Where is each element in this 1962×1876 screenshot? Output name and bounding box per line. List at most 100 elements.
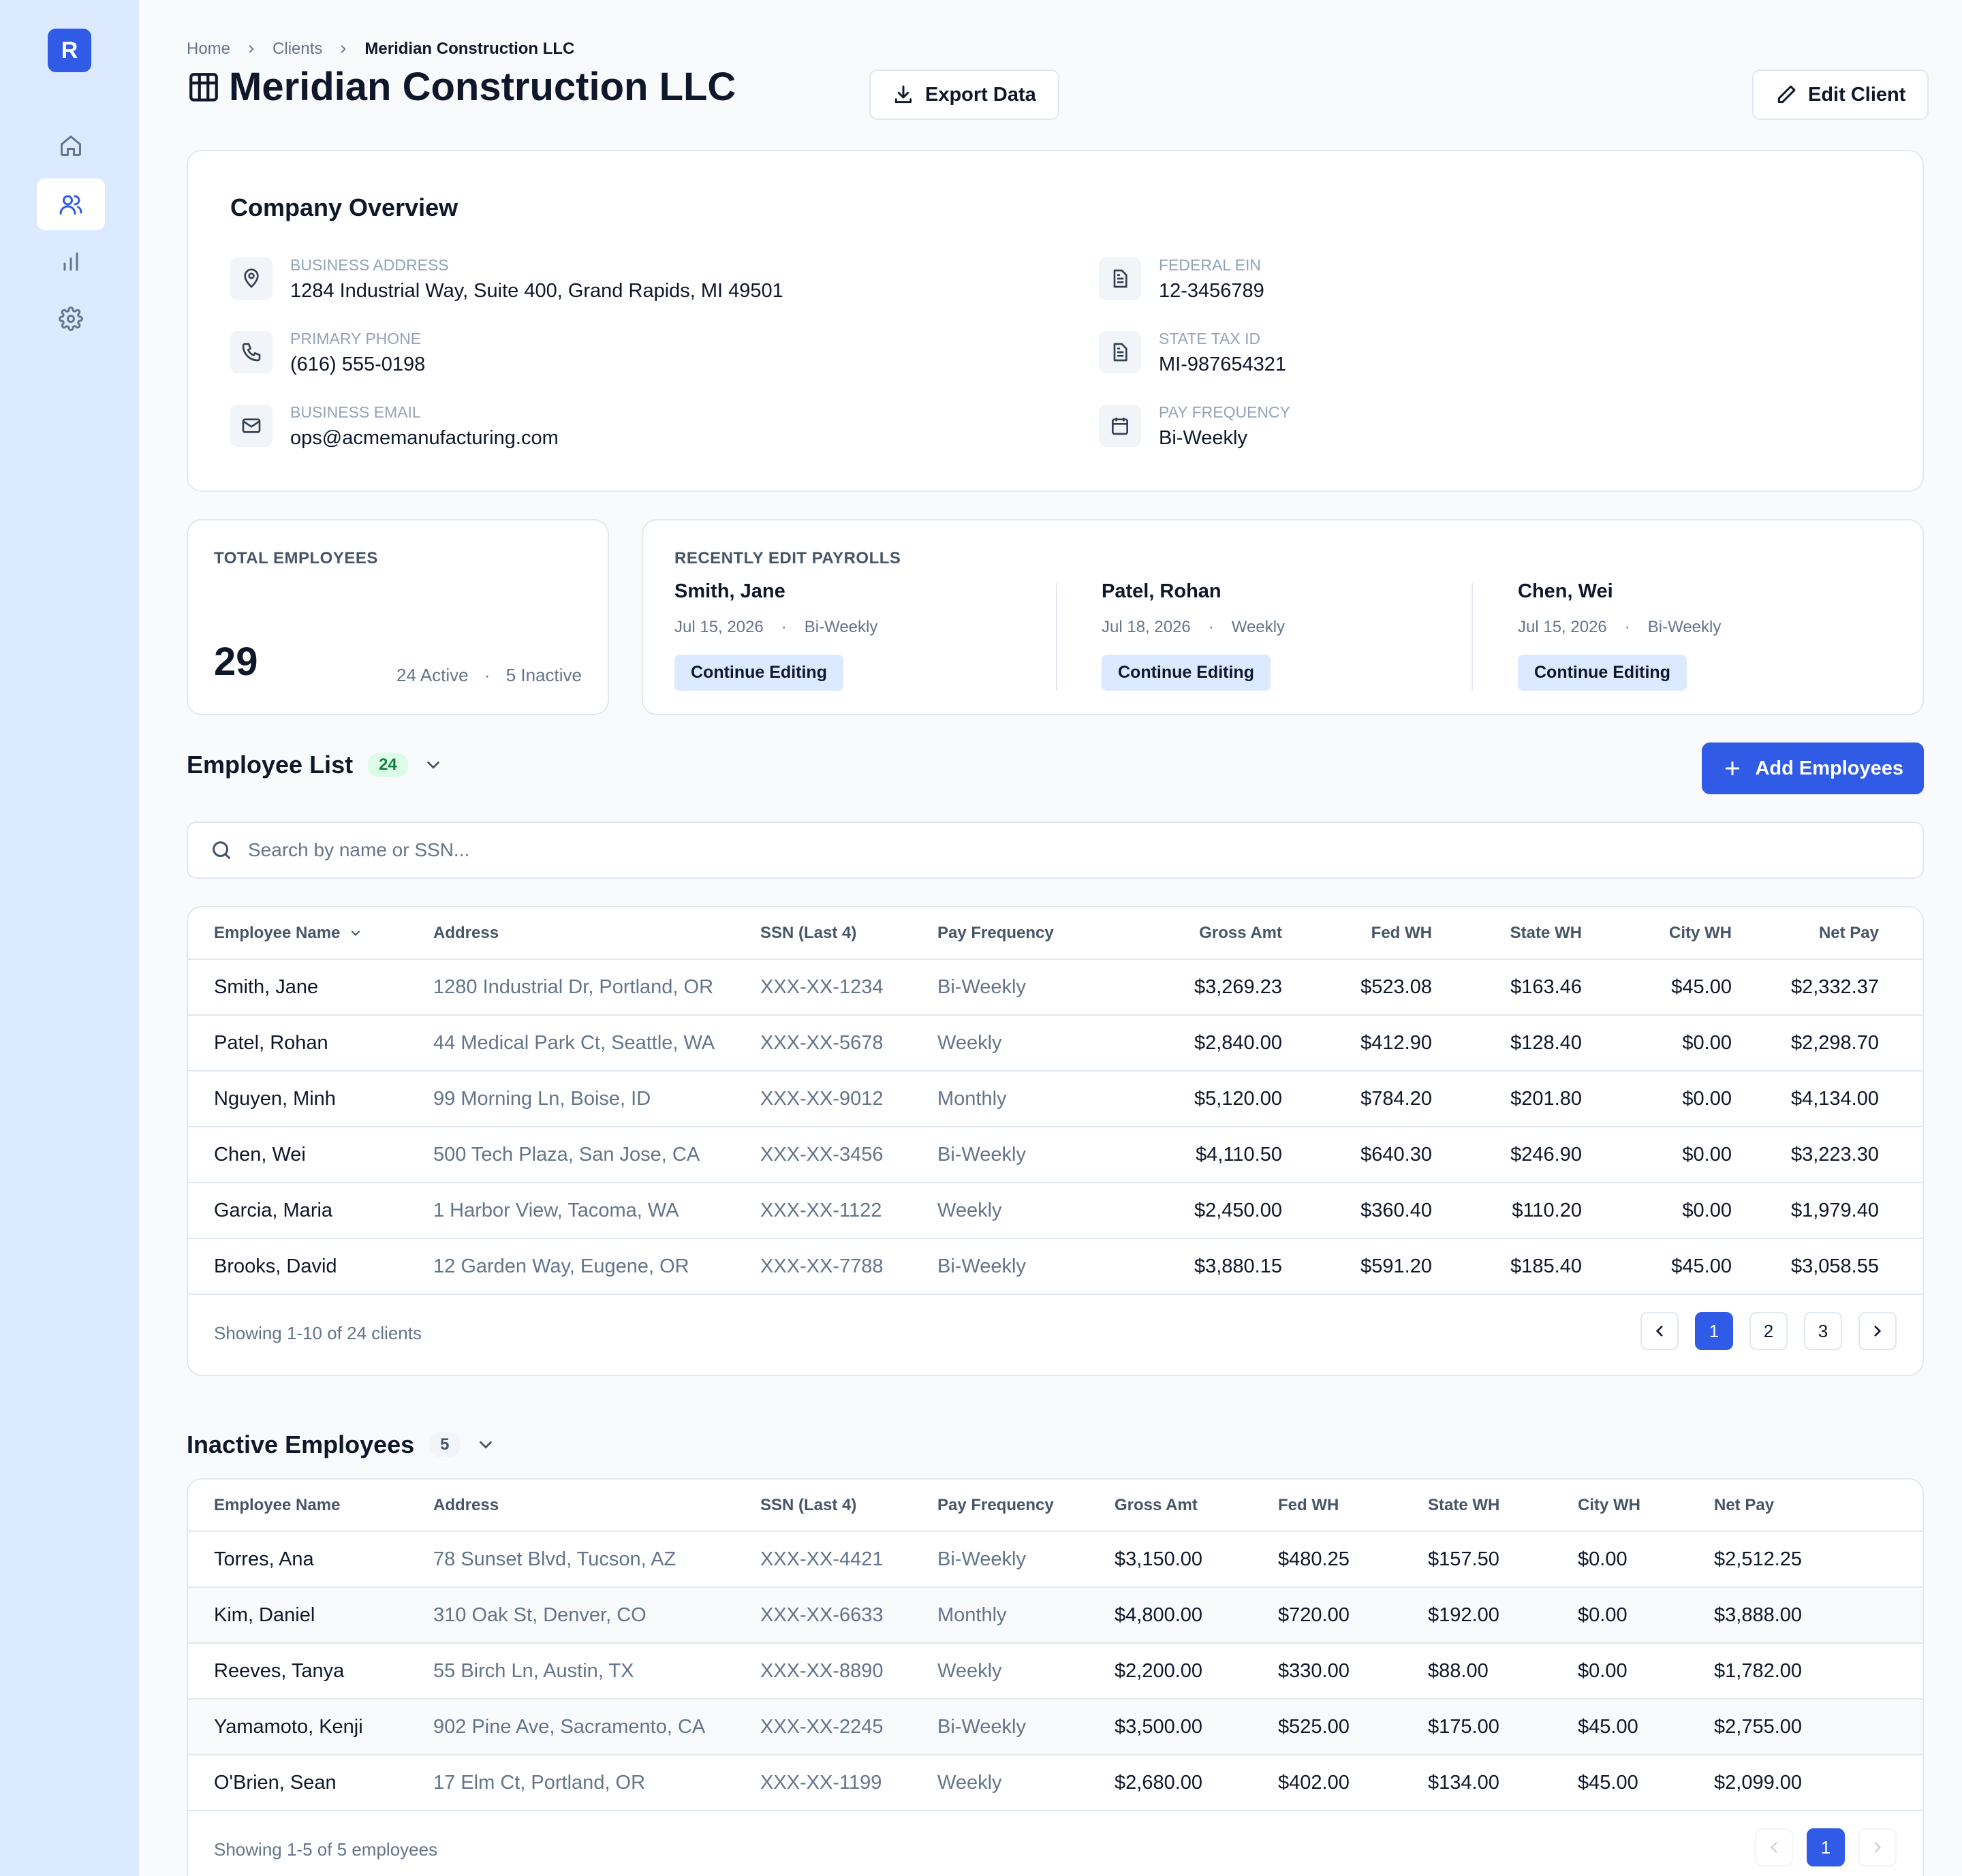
pay-frequency-cell: Weekly bbox=[937, 1643, 1115, 1700]
city-wh-cell: $45.00 bbox=[1578, 1755, 1714, 1811]
recent-payrolls-label: RECENTLY EDIT PAYROLLS bbox=[674, 549, 901, 567]
ssn-cell: XXX-XX-6633 bbox=[760, 1587, 937, 1644]
nav-home[interactable] bbox=[37, 120, 105, 172]
address-cell: 55 Birch Ln, Austin, TX bbox=[433, 1643, 760, 1700]
fed-wh-cell: $330.00 bbox=[1278, 1643, 1428, 1700]
nav-clients[interactable] bbox=[37, 178, 105, 230]
city-wh-cell: $45.00 bbox=[1578, 1699, 1714, 1755]
gross-amount-cell: $4,110.50 bbox=[1115, 1127, 1282, 1183]
table-row[interactable]: Chen, Wei 500 Tech Plaza, San Jose, CA XXX… bbox=[188, 1127, 1922, 1183]
column-header: Fed WH bbox=[1282, 907, 1432, 960]
employee-list-toggle[interactable] bbox=[423, 755, 443, 775]
edit-client-button[interactable]: Edit Client bbox=[1752, 69, 1929, 120]
export-data-button[interactable]: Export Data bbox=[869, 69, 1059, 120]
state-wh-cell: $175.00 bbox=[1428, 1699, 1578, 1755]
page-button[interactable]: 1 bbox=[1807, 1828, 1845, 1866]
nav-settings[interactable] bbox=[37, 293, 105, 345]
column-header: Pay Frequency bbox=[937, 1480, 1115, 1532]
table-row[interactable]: Reeves, Tanya 55 Birch Ln, Austin, TX XXX-… bbox=[188, 1643, 1922, 1700]
fed-wh-cell: $525.00 bbox=[1278, 1699, 1428, 1755]
page-button[interactable]: 1 bbox=[1695, 1312, 1733, 1350]
ssn-cell: XXX-XX-1234 bbox=[760, 959, 937, 1016]
chevron-down-icon bbox=[352, 931, 360, 937]
pay-frequency-cell: Monthly bbox=[937, 1587, 1115, 1644]
pencil-icon bbox=[1777, 85, 1796, 104]
pay-frequency-cell: Bi-Weekly bbox=[937, 959, 1115, 1016]
column-header: Address bbox=[433, 1480, 760, 1532]
chevron-right-icon bbox=[341, 45, 346, 53]
breadcrumb-clients[interactable]: Clients bbox=[272, 40, 323, 58]
table-row[interactable]: Yamamoto, Kenji 902 Pine Ave, Sacramento,… bbox=[188, 1699, 1922, 1755]
nav-reports[interactable] bbox=[37, 236, 105, 287]
inactive-employees-header: Inactive Employees 5 bbox=[187, 1431, 496, 1459]
state-wh-cell: $185.40 bbox=[1432, 1238, 1582, 1295]
city-wh-cell: $0.00 bbox=[1582, 1015, 1732, 1072]
sidebar: R bbox=[0, 0, 139, 1876]
sort-employee-name[interactable]: Employee Name bbox=[188, 907, 433, 960]
pay-frequency-cell: Bi-Weekly bbox=[937, 1531, 1115, 1588]
breadcrumb-home[interactable]: Home bbox=[187, 40, 231, 58]
state-wh-cell: $134.00 bbox=[1428, 1755, 1578, 1811]
table-row[interactable]: Brooks, David 12 Garden Way, Eugene, OR XX… bbox=[188, 1238, 1922, 1295]
table-row[interactable]: Nguyen, Minh 99 Morning Ln, Boise, ID XXX-… bbox=[188, 1071, 1922, 1127]
fed-wh-cell: $480.25 bbox=[1278, 1531, 1428, 1588]
column-header: Fed WH bbox=[1278, 1480, 1428, 1532]
gear-icon bbox=[59, 307, 83, 331]
pay-frequency-cell: Weekly bbox=[937, 1015, 1115, 1072]
next-page-button[interactable] bbox=[1858, 1312, 1897, 1350]
chevron-left-icon bbox=[1770, 1842, 1777, 1853]
city-wh-cell: $0.00 bbox=[1578, 1643, 1714, 1700]
table-row[interactable]: O'Brien, Sean 17 Elm Ct, Portland, OR XXX-… bbox=[188, 1755, 1922, 1811]
next-page-button[interactable] bbox=[1858, 1828, 1897, 1866]
table-row[interactable]: Kim, Daniel 310 Oak St, Denver, CO XXX-XX-… bbox=[188, 1587, 1922, 1644]
table-row[interactable]: Patel, Rohan 44 Medical Park Ct, Seattle,… bbox=[188, 1015, 1922, 1072]
column-header: City WH bbox=[1582, 907, 1732, 960]
phone-icon bbox=[242, 343, 261, 362]
app-logo[interactable]: R bbox=[48, 29, 91, 72]
inactive-list-toggle[interactable] bbox=[476, 1435, 496, 1455]
document-icon bbox=[1113, 343, 1127, 362]
company-overview-title: Company Overview bbox=[230, 193, 458, 221]
table-row[interactable]: Garcia, Maria 1 Harbor View, Tacoma, WA XX… bbox=[188, 1183, 1922, 1239]
export-data-label: Export Data bbox=[925, 83, 1036, 106]
employee-name-cell: Torres, Ana bbox=[188, 1531, 433, 1588]
fed-wh-cell: $784.20 bbox=[1282, 1071, 1432, 1127]
pay-frequency: PAY FREQUENCY Bi-Weekly bbox=[1099, 403, 1290, 450]
page-button[interactable]: 2 bbox=[1749, 1312, 1788, 1350]
ssn-cell: XXX-XX-5678 bbox=[760, 1015, 937, 1072]
ssn-cell: XXX-XX-4421 bbox=[760, 1531, 937, 1588]
address-cell: 44 Medical Park Ct, Seattle, WA bbox=[433, 1015, 760, 1072]
pay-frequency-cell: Bi-Weekly bbox=[937, 1127, 1115, 1183]
continue-editing-button[interactable]: Continue Editing bbox=[1102, 655, 1271, 691]
add-employees-button[interactable]: Add Employees bbox=[1702, 742, 1924, 794]
net-pay-cell: $2,298.70 bbox=[1732, 1015, 1922, 1072]
net-pay-cell: $3,223.30 bbox=[1732, 1127, 1922, 1183]
plus-icon bbox=[1726, 761, 1740, 776]
employee-count-badge: 24 bbox=[368, 753, 408, 777]
gross-amount-cell: $5,120.00 bbox=[1115, 1071, 1282, 1127]
state-wh-cell: $246.90 bbox=[1432, 1127, 1582, 1183]
ssn-cell: XXX-XX-3456 bbox=[760, 1127, 937, 1183]
page-button[interactable]: 3 bbox=[1804, 1312, 1842, 1350]
fed-wh-cell: $360.40 bbox=[1282, 1183, 1432, 1239]
employee-status-summary: 24 Active · 5 Inactive bbox=[396, 665, 582, 685]
continue-editing-button[interactable]: Continue Editing bbox=[674, 655, 843, 691]
prev-page-button[interactable] bbox=[1755, 1828, 1793, 1866]
search-input[interactable] bbox=[248, 839, 1747, 861]
prev-page-button[interactable] bbox=[1640, 1312, 1679, 1350]
page-title: Meridian Construction LLC bbox=[187, 64, 736, 110]
column-header: State WH bbox=[1428, 1480, 1578, 1532]
continue-editing-button[interactable]: Continue Editing bbox=[1518, 655, 1687, 691]
pay-frequency-cell: Weekly bbox=[937, 1755, 1115, 1811]
address-cell: 1 Harbor View, Tacoma, WA bbox=[433, 1183, 760, 1239]
net-pay-cell: $3,058.55 bbox=[1732, 1238, 1922, 1295]
ssn-cell: XXX-XX-2245 bbox=[760, 1699, 937, 1755]
address-cell: 310 Oak St, Denver, CO bbox=[433, 1587, 760, 1644]
pagination-summary: Showing 1-5 of 5 employees bbox=[214, 1839, 438, 1860]
table-row[interactable]: Torres, Ana 78 Sunset Blvd, Tucson, AZ XXX… bbox=[188, 1531, 1922, 1588]
employee-list-title: Employee List bbox=[187, 751, 354, 779]
table-row[interactable]: Smith, Jane 1280 Industrial Dr, Portland,… bbox=[188, 959, 1922, 1016]
add-employees-label: Add Employees bbox=[1755, 757, 1903, 779]
employee-name-cell: Garcia, Maria bbox=[188, 1183, 433, 1239]
company-overview-card: Company Overview BUSINESS ADDRESS 1284 In… bbox=[187, 150, 1924, 492]
